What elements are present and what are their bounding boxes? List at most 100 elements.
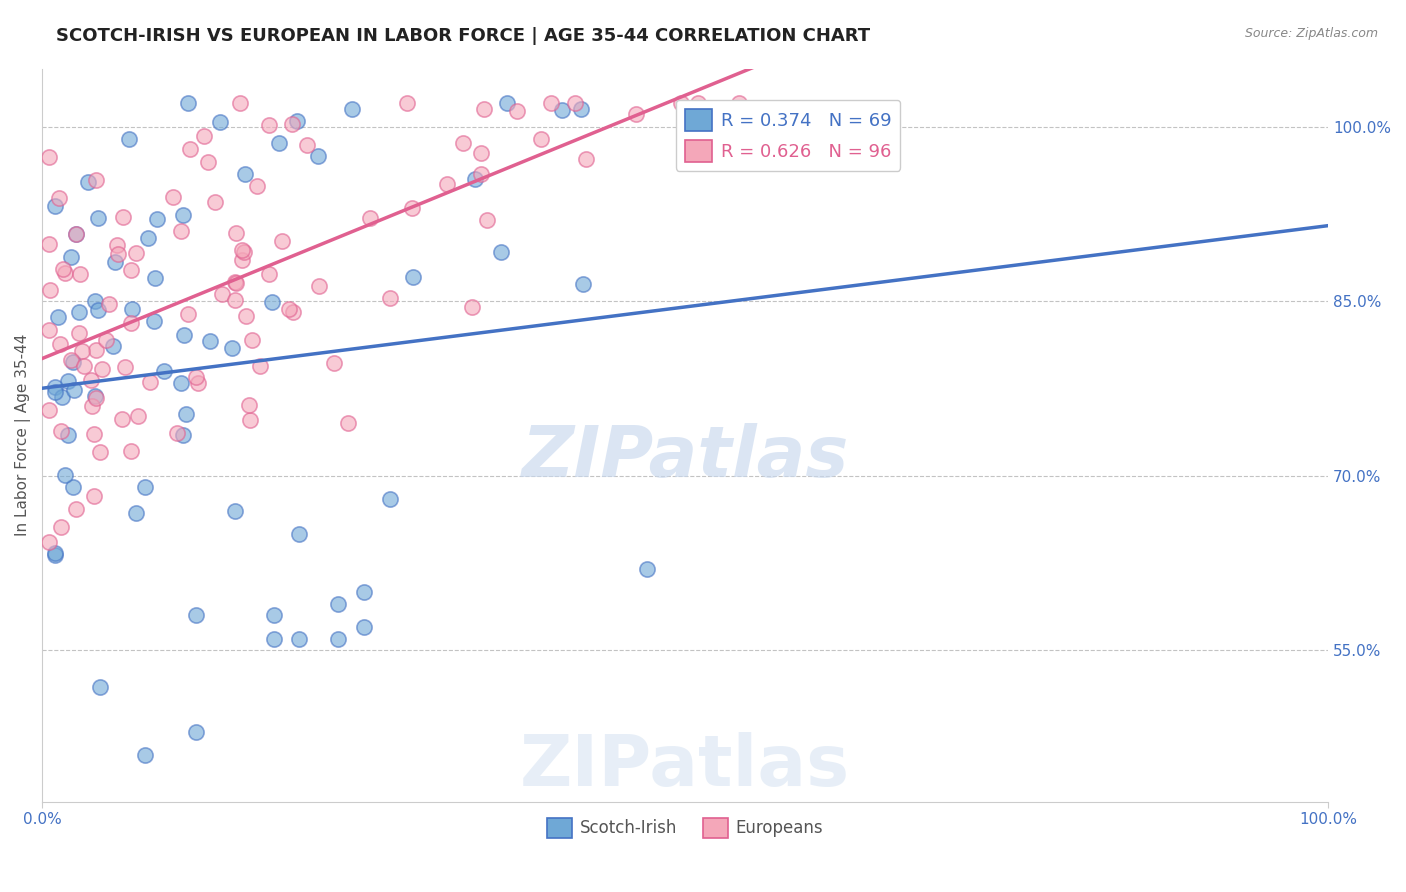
- Point: [233, 167, 256, 181]
- Point: [83, 427, 105, 442]
- Point: [49, 336, 72, 351]
- Point: [378, 492, 401, 507]
- Point: [295, 137, 318, 152]
- Point: [359, 211, 381, 225]
- Point: [401, 269, 423, 284]
- Point: [98, 297, 121, 311]
- Point: [120, 316, 142, 330]
- Point: [125, 507, 148, 521]
- Point: [65, 502, 87, 516]
- Point: [184, 370, 207, 384]
- Text: ZIPatlas: ZIPatlas: [522, 423, 849, 491]
- Point: [111, 412, 134, 426]
- Point: [89, 445, 111, 459]
- Point: [249, 359, 271, 374]
- Point: [378, 291, 401, 305]
- Point: [77, 175, 100, 189]
- Point: [120, 263, 142, 277]
- Point: [84, 172, 107, 186]
- Point: [636, 562, 658, 576]
- Point: [38, 150, 60, 164]
- Point: [530, 132, 553, 146]
- Point: [688, 96, 710, 111]
- Text: ZIPatlas: ZIPatlas: [520, 732, 851, 801]
- Point: [105, 237, 128, 252]
- Point: [235, 309, 257, 323]
- Point: [193, 129, 215, 144]
- Point: [221, 341, 243, 355]
- Point: [53, 467, 76, 482]
- Point: [142, 314, 165, 328]
- Point: [283, 305, 305, 319]
- Point: [136, 231, 159, 245]
- Point: [44, 380, 66, 394]
- Point: [48, 191, 70, 205]
- Point: [229, 96, 252, 111]
- Point: [80, 399, 103, 413]
- Point: [107, 247, 129, 261]
- Point: [44, 546, 66, 560]
- Point: [84, 293, 107, 308]
- Point: [84, 391, 107, 405]
- Point: [269, 136, 291, 150]
- Point: [451, 136, 474, 151]
- Point: [83, 490, 105, 504]
- Point: [169, 224, 191, 238]
- Point: [59, 250, 82, 264]
- Point: [326, 632, 349, 646]
- Point: [49, 424, 72, 438]
- Point: [353, 620, 375, 634]
- Point: [262, 294, 284, 309]
- Point: [70, 343, 93, 358]
- Point: [39, 283, 62, 297]
- Point: [38, 237, 60, 252]
- Point: [575, 152, 598, 166]
- Point: [179, 142, 201, 156]
- Point: [87, 303, 110, 318]
- Point: [118, 131, 141, 145]
- Point: [90, 361, 112, 376]
- Point: [103, 255, 125, 269]
- Legend: Scotch-Irish, Europeans: Scotch-Irish, Europeans: [540, 811, 830, 845]
- Point: [263, 632, 285, 646]
- Point: [176, 307, 198, 321]
- Point: [62, 480, 84, 494]
- Y-axis label: In Labor Force | Age 35-44: In Labor Force | Age 35-44: [15, 334, 31, 536]
- Point: [46, 310, 69, 325]
- Point: [436, 177, 458, 191]
- Point: [121, 301, 143, 316]
- Point: [166, 425, 188, 440]
- Point: [224, 504, 246, 518]
- Point: [73, 359, 96, 374]
- Point: [62, 355, 84, 369]
- Point: [58, 428, 80, 442]
- Point: [401, 202, 423, 216]
- Point: [49, 519, 72, 533]
- Point: [127, 409, 149, 423]
- Point: [38, 322, 60, 336]
- Point: [146, 212, 169, 227]
- Point: [225, 276, 247, 290]
- Point: [257, 118, 280, 132]
- Point: [211, 287, 233, 301]
- Point: [162, 189, 184, 203]
- Point: [464, 171, 486, 186]
- Point: [231, 252, 253, 267]
- Point: [472, 102, 495, 116]
- Point: [285, 114, 308, 128]
- Point: [44, 385, 66, 400]
- Point: [246, 178, 269, 193]
- Point: [169, 376, 191, 390]
- Point: [506, 104, 529, 119]
- Point: [475, 213, 498, 227]
- Point: [101, 339, 124, 353]
- Point: [540, 96, 562, 111]
- Point: [172, 428, 194, 442]
- Point: [52, 261, 75, 276]
- Text: SCOTCH-IRISH VS EUROPEAN IN LABOR FORCE | AGE 35-44 CORRELATION CHART: SCOTCH-IRISH VS EUROPEAN IN LABOR FORCE …: [56, 27, 870, 45]
- Point: [326, 597, 349, 611]
- Point: [59, 352, 82, 367]
- Point: [728, 96, 751, 111]
- Point: [65, 227, 87, 242]
- Point: [84, 343, 107, 358]
